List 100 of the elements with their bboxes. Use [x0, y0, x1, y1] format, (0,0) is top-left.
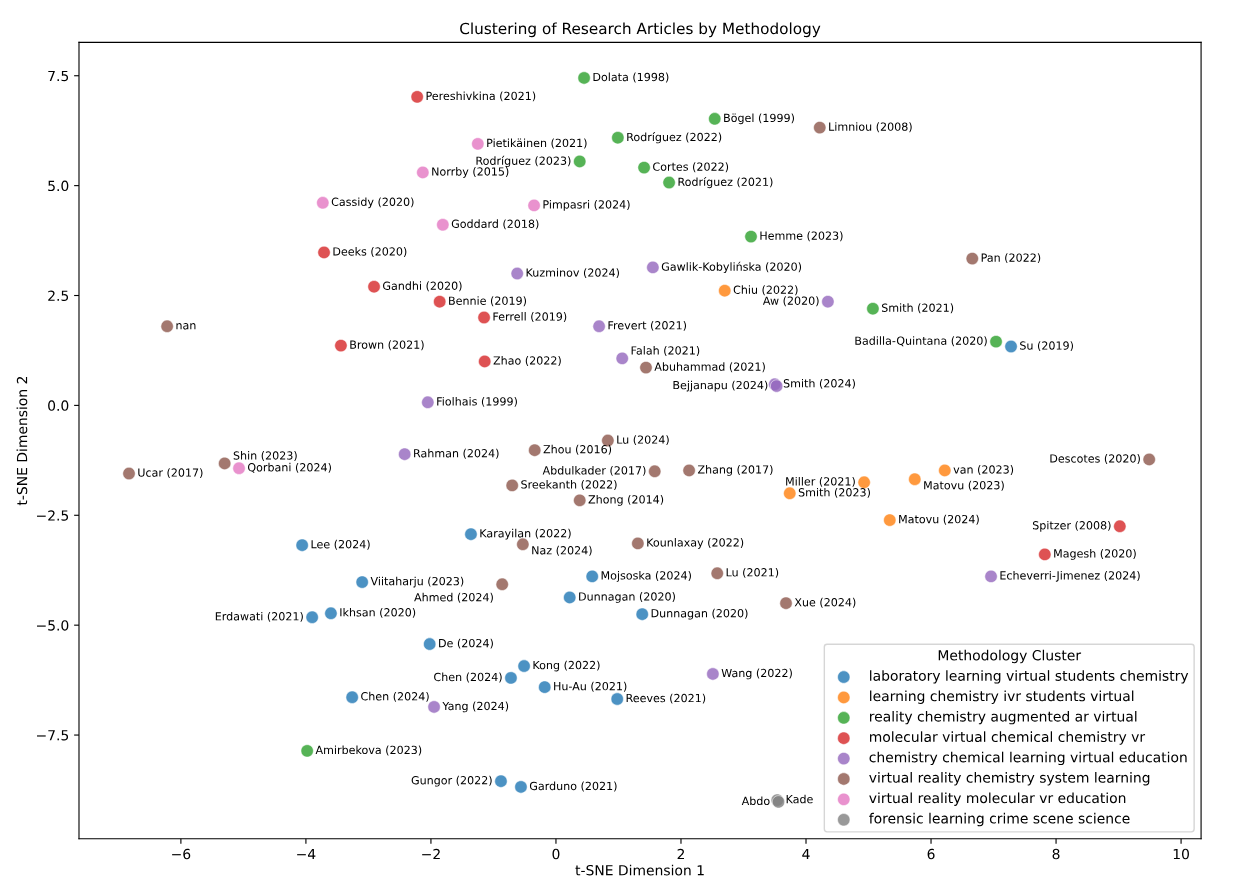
annotation: Fiolhais (1999)	[437, 396, 517, 407]
y-axis-title: t-SNE Dimension 2	[16, 376, 28, 506]
x-tick-label: 8	[1052, 848, 1060, 860]
x-tick-label: 10	[1173, 848, 1189, 860]
annotation: Lee (2024)	[311, 539, 370, 550]
annotation: Frevert (2021)	[608, 320, 687, 331]
annotation: Rahman (2024)	[414, 448, 499, 459]
y-tick-label: 2.5	[48, 290, 69, 301]
annotation: Echeverri-Jimenez (2024)	[1000, 571, 1140, 582]
annotation: De (2024)	[439, 638, 493, 649]
x-tick-label: 2	[677, 848, 685, 860]
annotation: Kuzminov (2024)	[526, 268, 619, 279]
annotation: Matovu (2023)	[924, 480, 1004, 491]
annotation: Zhao (2022)	[493, 356, 561, 366]
annotation: Gandhi (2020)	[383, 281, 462, 292]
annotation: Spitzer (2008)	[1032, 520, 1111, 532]
annotation: Abuhammad (2021)	[654, 362, 765, 373]
annotation: Pereshivkina (2021)	[426, 91, 536, 102]
annotation: Abdo	[741, 796, 770, 806]
annotation: Cortes (2022)	[653, 162, 729, 173]
y-tick-label: 5.0	[48, 180, 69, 192]
annotation: Erdawati (2021)	[215, 611, 303, 622]
annotation: Dunnagan (2020)	[579, 592, 675, 603]
x-tick-label: −6	[172, 848, 191, 860]
legend-label: virtual reality chemistry system learning	[869, 772, 1150, 786]
annotation: Pietikäinen (2021)	[487, 138, 587, 149]
annotation: Smith (2023)	[798, 487, 870, 498]
annotation: Amirbekova (2023)	[315, 745, 422, 756]
annotation: Kade	[786, 794, 813, 804]
annotation: Sreekanth (2022)	[521, 480, 617, 490]
x-tick-label: 6	[927, 848, 935, 860]
annotation: Kong (2022)	[533, 660, 600, 672]
annotation: Hemme (2023)	[760, 231, 843, 242]
annotation: Goddard (2018)	[451, 219, 539, 230]
annotation: nan	[176, 323, 196, 330]
annotation: Lu (2024)	[617, 435, 669, 446]
x-tick-label: −4	[297, 848, 316, 860]
annotation: Xue (2024)	[794, 597, 856, 608]
annotation: Chen (2024)	[434, 672, 502, 683]
annotation: Dolata (1998)	[593, 72, 669, 83]
annotation: Bejjanapu (2024)	[673, 380, 768, 392]
x-tick-label: 4	[802, 848, 810, 860]
legend-label: learning chemistry ivr students virtual	[870, 690, 1134, 704]
y-tick-label: −7.5	[37, 730, 69, 741]
annotation: Brown (2021)	[350, 340, 424, 351]
legend-title: Methodology Cluster	[938, 649, 1082, 664]
annotation: Naz (2024)	[532, 545, 592, 556]
annotation: Mojsoska (2024)	[601, 571, 691, 582]
annotation: Shin (2023)	[233, 451, 297, 461]
y-tick-label: 0.0	[48, 400, 69, 411]
legend-label: virtual reality molecular vr education	[869, 792, 1126, 806]
annotation: Abdulkader (2017)	[542, 465, 646, 476]
annotation: Rodríguez (2022)	[627, 132, 722, 144]
annotation: van (2023)	[953, 465, 1014, 475]
annotation: Ikhsan (2020)	[340, 607, 416, 618]
annotation: Reeves (2021)	[626, 693, 706, 704]
annotation: Viitaharju (2023)	[370, 576, 464, 588]
legend-label: chemistry chemical learning virtual education	[869, 751, 1187, 766]
legend-label: reality chemistry augmented ar virtual	[870, 710, 1137, 725]
annotation: Garduno (2021)	[529, 781, 617, 792]
annotation: Rodríguez (2023)	[476, 155, 571, 168]
annotation: Pan (2022)	[981, 253, 1041, 264]
legend-label: laboratory learning virtual students chemistry	[870, 670, 1189, 684]
annotation: Falah (2021)	[631, 346, 700, 356]
annotation: Rodríguez (2021)	[678, 176, 773, 189]
x-tick-label: 0	[552, 848, 560, 860]
annotation: Ucar (2017)	[138, 468, 203, 479]
annotation: Descotes (2020)	[1050, 454, 1140, 464]
annotation: Dunnagan (2020)	[651, 608, 748, 620]
annotation: Matovu (2024)	[899, 514, 979, 525]
x-tick-label: −2	[422, 848, 440, 860]
annotation: Miller (2021)	[786, 476, 855, 487]
annotation: Zhang (2017)	[697, 465, 773, 476]
annotation: Limniou (2008)	[829, 122, 912, 133]
annotation: Deeks (2020)	[333, 247, 407, 257]
annotation: Smith (2021)	[881, 303, 954, 314]
annotation: Smith (2024)	[783, 378, 855, 389]
annotation: Lu (2021)	[726, 567, 779, 578]
legend-label: forensic learning crime scene science	[869, 812, 1130, 827]
annotation: Badilla-Quintana (2020)	[855, 336, 987, 347]
annotation: Ferrell (2019)	[493, 312, 567, 323]
y-tick-label: 7.5	[48, 70, 69, 82]
annotation: Pimpasri (2024)	[543, 200, 630, 211]
annotation: Zhou (2016)	[543, 444, 612, 455]
annotation: Yang (2024)	[442, 701, 509, 713]
annotation: Norrby (2015)	[432, 167, 509, 178]
chart-title: Clustering of Research Articles by Methodology	[460, 22, 821, 38]
annotation: Magesh (2020)	[1054, 549, 1136, 560]
annotation: Aw (2020)	[762, 296, 819, 307]
x-axis-title: t-SNE Dimension 1	[575, 864, 704, 876]
annotation: Ahmed (2024)	[414, 592, 493, 603]
annotation: Hu-Au (2021)	[554, 681, 627, 692]
annotation: Zhong (2014)	[588, 494, 664, 506]
annotation: Bögel (1999)	[724, 113, 794, 125]
annotation: Karayilan (2022)	[480, 528, 571, 540]
annotation: Gungor (2022)	[411, 775, 492, 787]
annotation: Su (2019)	[1020, 341, 1073, 352]
y-tick-label: −2.5	[37, 510, 69, 521]
y-tick-label: −5.0	[37, 620, 69, 631]
annotation: Gawlik-Kobylińska (2020)	[661, 261, 802, 273]
